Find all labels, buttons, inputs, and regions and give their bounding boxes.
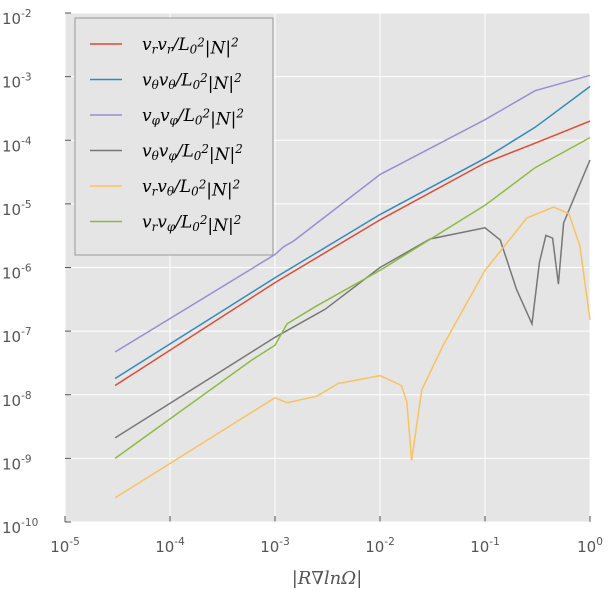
x-axis-label: |R∇lnΩ| — [292, 568, 363, 589]
y-tick-label: 10-2 — [2, 8, 32, 28]
y-tick-label: 10-4 — [2, 135, 32, 155]
x-tick-label: 10-1 — [470, 536, 500, 556]
series-line — [114, 85, 591, 380]
series-line — [114, 136, 591, 460]
y-tick-label: 10-6 — [2, 263, 32, 283]
x-tick-label: 10-5 — [50, 536, 80, 556]
legend-label: vrvφ/L02|N|2 — [142, 213, 241, 237]
legend: vrvr/L02|N|2 vθvθ/L02|N|2 vφvφ/L02|N|2 vθvφ… — [74, 17, 274, 256]
y-tick-label: 10-3 — [2, 72, 32, 92]
x-tick-label: 100 — [577, 536, 603, 556]
y-tick-label: 10-5 — [2, 199, 32, 219]
x-tick-label: 10-2 — [365, 536, 395, 556]
legend-label: vθvφ/L02|N|2 — [142, 142, 243, 166]
legend-label: vφvφ/L02|N|2 — [142, 106, 244, 130]
legend-label: vrvθ/L02|N|2 — [142, 177, 240, 201]
y-tick-label: 10-7 — [2, 326, 32, 346]
y-tick-label: 10-8 — [2, 390, 32, 410]
series-line — [114, 159, 591, 439]
legend-box — [74, 17, 274, 256]
y-tick-label: 10-9 — [2, 453, 32, 473]
series-line — [114, 206, 591, 499]
x-tick-label: 10-4 — [155, 536, 185, 556]
legend-label: vrvr/L02|N|2 — [142, 35, 239, 59]
series-line — [114, 74, 591, 353]
series-line — [114, 120, 591, 387]
legend-label: vθvθ/L02|N|2 — [142, 71, 242, 95]
x-tick-label: 10-3 — [260, 536, 290, 556]
y-tick-label: 10-10 — [2, 517, 38, 537]
